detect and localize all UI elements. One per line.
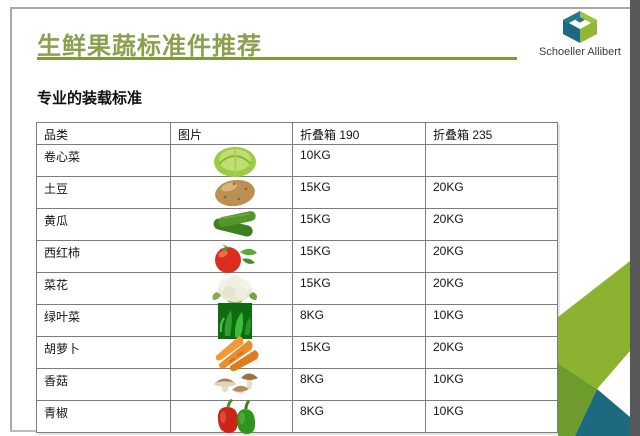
slide-border-top [10, 7, 630, 9]
image-cell [170, 398, 293, 434]
box190-cell: 8KG [292, 400, 426, 433]
cabbage-image [178, 147, 292, 177]
box235-cell: 20KG [425, 176, 558, 209]
category-cell: 青椒 [36, 400, 171, 433]
image-cell [170, 240, 293, 273]
image-cell [170, 368, 293, 401]
loading-standards-table: 品类 图片 折叠箱 190 折叠箱 235 卷心菜 [36, 122, 558, 434]
green-pepper-image [178, 398, 292, 434]
image-cell [170, 144, 293, 177]
category-cell: 绿叶菜 [36, 304, 171, 337]
slide-subtitle: 专业的装载标准 [37, 90, 143, 107]
table-row: 卷心菜 10KG [36, 144, 558, 177]
box235-cell: 10KG [425, 304, 558, 337]
table-row: 黄瓜 15KG 20KG [36, 208, 558, 241]
box235-cell: 10KG [425, 368, 558, 401]
table-row: 菜花 15KG 20KG [36, 272, 558, 305]
image-cell [170, 303, 293, 339]
category-cell: 土豆 [36, 176, 171, 209]
box190-cell: 15KG [292, 208, 426, 241]
box190-cell: 8KG [292, 368, 426, 401]
category-cell: 卷心菜 [36, 144, 171, 177]
image-cell [170, 208, 293, 241]
header-box190: 折叠箱 190 [292, 122, 426, 145]
box235-cell: 20KG [425, 240, 558, 273]
slide-border-left [10, 7, 12, 432]
table-row: 西红柿 15KG 20KG [36, 240, 558, 273]
mushroom-image [178, 372, 292, 398]
cauliflower-image [178, 275, 292, 305]
tomato-image [178, 244, 292, 273]
category-cell: 西红柿 [36, 240, 171, 273]
table-header-row: 品类 图片 折叠箱 190 折叠箱 235 [36, 122, 558, 145]
leafy-greens-image [178, 303, 292, 339]
cucumber-image [178, 211, 292, 238]
header-category: 品类 [36, 122, 171, 145]
table-row: 土豆 15KG 20KG [36, 176, 558, 209]
box190-cell: 10KG [292, 144, 426, 177]
box235-cell: 10KG [425, 400, 558, 433]
box190-cell: 15KG [292, 272, 426, 305]
box190-cell: 8KG [292, 304, 426, 337]
box235-cell: 20KG [425, 272, 558, 305]
category-cell: 菜花 [36, 272, 171, 305]
company-logo-text: Schoeller Allibert [539, 46, 621, 58]
potato-image [178, 179, 292, 207]
schoeller-cube-icon [563, 11, 597, 43]
box190-cell: 15KG [292, 336, 426, 369]
corner-ribbon-decoration [558, 261, 630, 436]
image-cell [170, 176, 293, 209]
title-underline [37, 57, 517, 60]
table-row: 青椒 8KG 10KG [36, 398, 558, 434]
page-title: 生鲜果蔬标准件推荐 [37, 33, 262, 60]
category-cell: 黄瓜 [36, 208, 171, 241]
category-cell: 胡萝卜 [36, 336, 171, 369]
box235-cell: 20KG [425, 208, 558, 241]
right-edge-bar [630, 0, 640, 436]
image-cell [170, 336, 293, 372]
table-row: 绿叶菜 8KG 10KG [36, 303, 558, 339]
box190-cell: 15KG [292, 176, 426, 209]
box235-cell [425, 144, 558, 177]
box190-cell: 15KG [292, 240, 426, 273]
table-row: 胡萝卜 15KG 20KG [36, 336, 558, 372]
header-image: 图片 [170, 122, 293, 145]
header-box235: 折叠箱 235 [425, 122, 558, 145]
box235-cell: 20KG [425, 336, 558, 369]
company-logo: Schoeller Allibert [530, 10, 630, 58]
image-cell [170, 272, 293, 305]
table-row: 香菇 8KG 10KG [36, 368, 558, 401]
category-cell: 香菇 [36, 368, 171, 401]
carrot-image [178, 336, 292, 372]
